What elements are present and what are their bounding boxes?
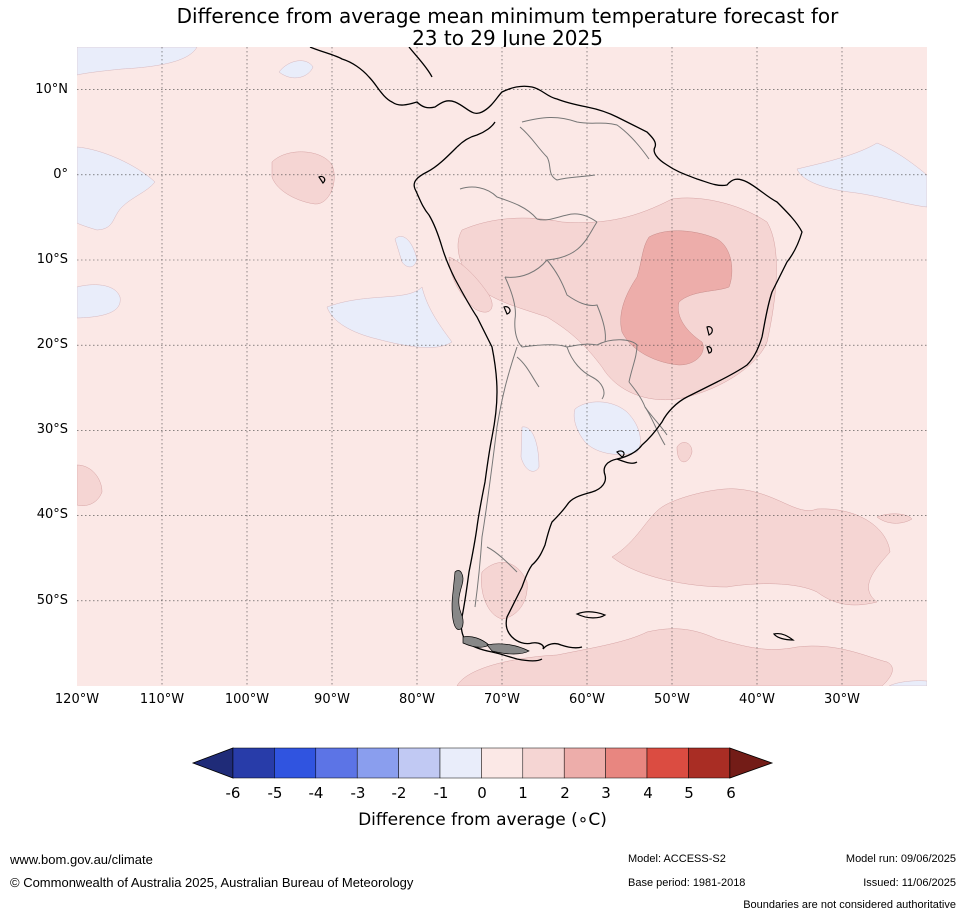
anomaly-andes-strip — [448, 256, 493, 313]
colorbar-tick-0: 0 — [477, 784, 487, 802]
lon-label-60w: 60°W — [569, 692, 605, 707]
colorbar-tick-5: 5 — [684, 784, 694, 802]
graticule — [77, 47, 927, 686]
colorbar-tick-1: 1 — [518, 784, 528, 802]
lat-label-50s: 50°S — [36, 593, 68, 608]
lon-label-120w: 120°W — [54, 692, 100, 707]
anomaly-north-pacific — [77, 47, 198, 76]
lat-label-0: 0° — [53, 167, 68, 182]
colorbar-tick-m4: -4 — [308, 784, 324, 802]
footer-issued: Issued: 11/06/2025 — [863, 877, 956, 889]
colorbar-bin-m5 — [274, 747, 317, 779]
colorbar-bin-4 — [646, 747, 689, 779]
colorbar-bin-m4 — [315, 747, 358, 779]
colorbar-low-extend — [191, 747, 234, 779]
lon-label-90w: 90°W — [314, 692, 350, 707]
lat-label-10n: 10°N — [35, 82, 68, 97]
small-islands — [318, 175, 795, 641]
footer-disclaimer: Boundaries are not considered authoritat… — [743, 899, 956, 911]
footer-base-period: Base period: 1981-2018 — [628, 877, 746, 889]
colorbar-tick-4: 4 — [643, 784, 653, 802]
colorbar-bin-2 — [563, 747, 606, 779]
lon-label-100w: 100°W — [224, 692, 270, 707]
lat-label-30s: 30°S — [36, 422, 68, 437]
footer-model-run: Model run: 09/06/2025 — [845, 853, 956, 865]
country-borders — [459, 117, 668, 608]
anomaly-far-pacific — [77, 284, 121, 319]
anomaly-central-brazil — [620, 230, 733, 366]
colorbar-bin-m6 — [232, 747, 275, 779]
colorbar-label: Difference from average (∘C) — [358, 810, 607, 830]
colorbar-tick-m2: -2 — [391, 784, 407, 802]
colorbar-bin-1 — [522, 747, 565, 779]
lon-label-50w: 50°W — [654, 692, 690, 707]
lon-label-80w: 80°W — [399, 692, 435, 707]
anomaly-uruguay-argentina — [573, 401, 641, 455]
footer-url[interactable]: www.bom.gov.au/climate — [10, 852, 153, 867]
colorbar-tick-m5: -5 — [267, 784, 283, 802]
anomaly-nicaragua-pacific — [278, 60, 314, 79]
colorbar-tick-3: 3 — [601, 784, 611, 802]
colorbar-tick-6: 6 — [726, 784, 736, 802]
colorbar-bin-0 — [481, 747, 524, 779]
anomaly-brazil-south-coast — [676, 442, 693, 463]
colorbar-tick-2: 2 — [560, 784, 570, 802]
forecast-map — [77, 47, 927, 686]
colorbar-bin-m3 — [356, 747, 399, 779]
colorbar — [191, 747, 774, 779]
lat-label-10s: 10°S — [36, 252, 68, 267]
lon-label-70w: 70°W — [484, 692, 520, 707]
colorbar-tick-m6: -6 — [225, 784, 241, 802]
anomaly-south-atlantic — [611, 488, 891, 606]
footer-copyright: © Commonwealth of Australia 2025, Austra… — [10, 875, 414, 890]
anomaly-east-pacific — [77, 464, 103, 506]
anomaly-galapagos-area — [271, 151, 335, 205]
anomaly-tropical-pacific — [326, 286, 453, 348]
anomaly-patagonia — [481, 562, 528, 620]
colorbar-bin-5 — [688, 747, 731, 779]
fjord-islands — [451, 570, 530, 655]
colorbar-bin-3 — [605, 747, 648, 779]
map-title-line2: 23 to 29 June 2025 — [412, 26, 603, 50]
map-title-line1: Difference from average mean minimum tem… — [176, 4, 839, 28]
anomaly-southern-ocean — [456, 628, 893, 686]
anomaly-equatorial-pacific — [77, 146, 156, 231]
lon-label-30w: 30°W — [824, 692, 860, 707]
lon-label-110w: 110°W — [139, 692, 185, 707]
lon-label-40w: 40°W — [739, 692, 775, 707]
colorbar-high-extend — [729, 747, 774, 779]
colorbar-tick-m1: -1 — [433, 784, 449, 802]
coastlines — [309, 47, 803, 662]
colorbar-bin-m1 — [439, 747, 482, 779]
lat-label-40s: 40°S — [36, 507, 68, 522]
lat-label-20s: 20°S — [36, 337, 68, 352]
anomaly-southeast-pacific-corner — [888, 680, 927, 686]
footer-model: Model: ACCESS-S2 — [628, 853, 726, 865]
colorbar-tick-m3: -3 — [350, 784, 366, 802]
anomaly-southwest-atlantic-small — [876, 513, 913, 524]
colorbar-bin-m2 — [398, 747, 441, 779]
